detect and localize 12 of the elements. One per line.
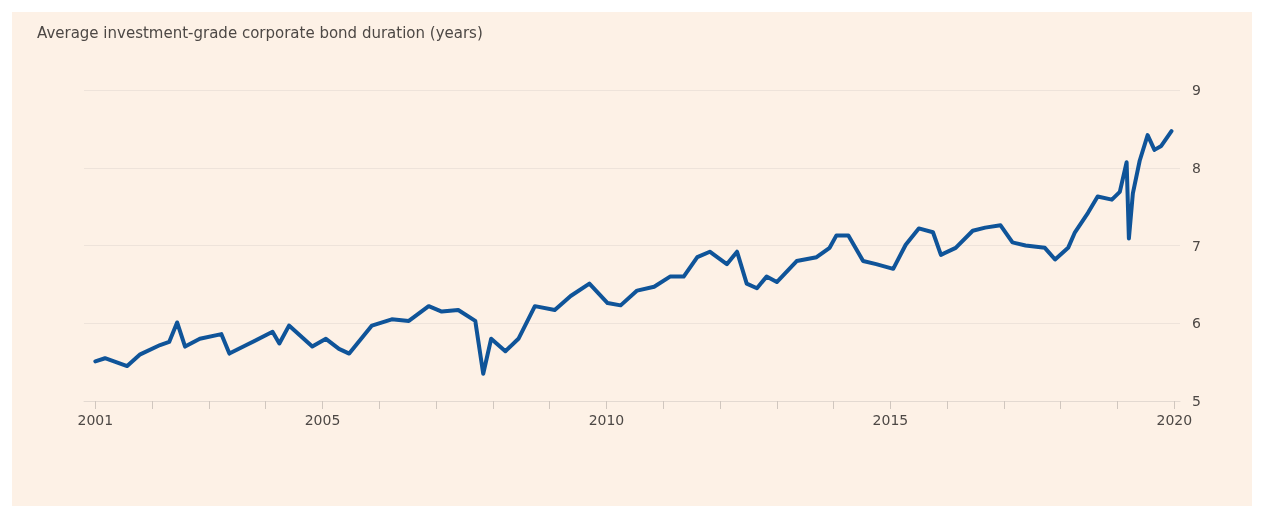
x-tick-label: 2015 [872, 412, 909, 428]
y-tick-label: 8 [1192, 159, 1201, 176]
line-series [93, 129, 1174, 376]
x-tick-label: 2005 [304, 412, 341, 428]
x-tick-label: 2020 [1156, 412, 1193, 428]
x-tick-label: 2010 [588, 412, 625, 428]
y-tick-label: 7 [1192, 237, 1201, 254]
chart-title: Average investment-grade corporate bond duration (years) [37, 23, 483, 42]
y-tick-label: 9 [1192, 82, 1201, 98]
y-tick-label: 5 [1192, 393, 1201, 409]
y-tick-label: 6 [1192, 315, 1201, 332]
x-tick-label: 2001 [77, 412, 114, 428]
